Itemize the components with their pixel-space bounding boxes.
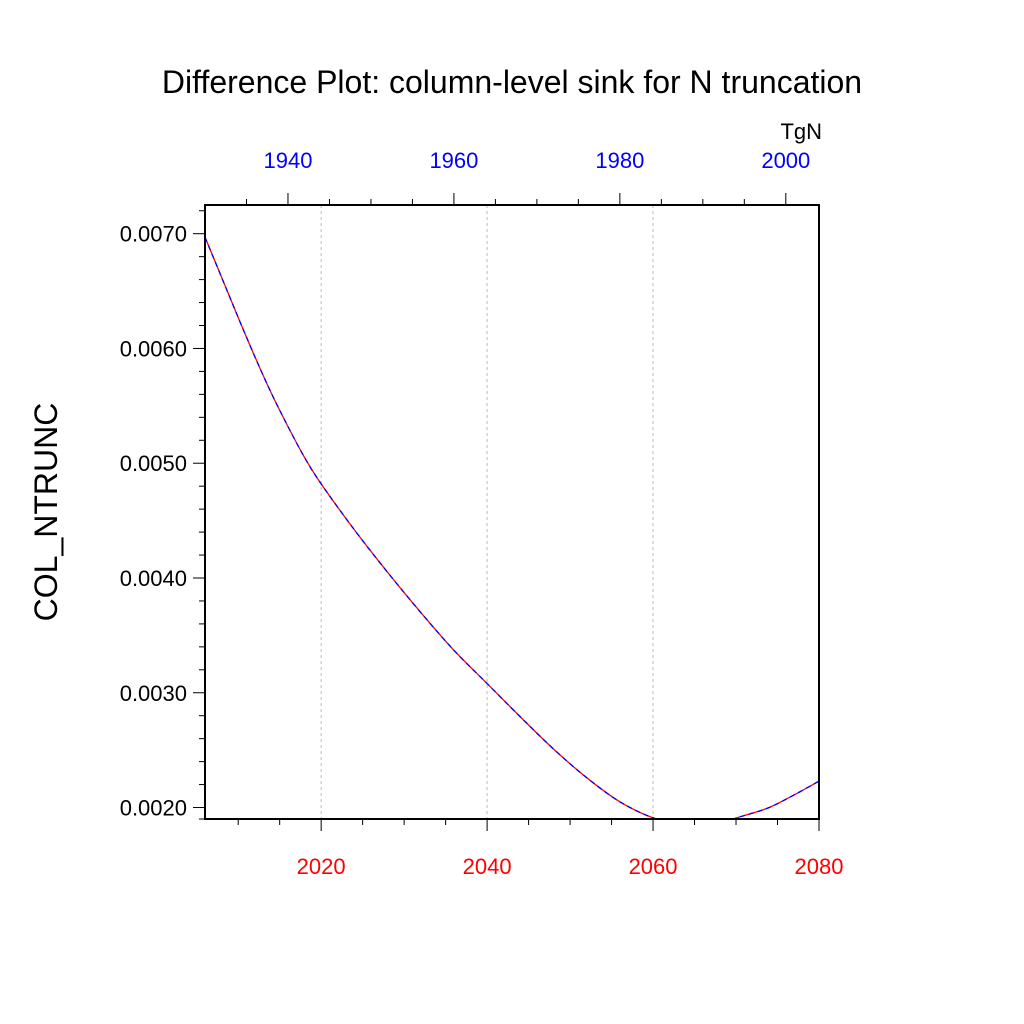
plot-frame bbox=[204, 204, 820, 820]
axis-ticks bbox=[193, 193, 820, 831]
tick-labels: 0.0020 0.0030 0.0040 0.0050 0.0060 0.0070 2020… bbox=[120, 148, 844, 879]
y-tick-label: 0.0060 bbox=[120, 336, 187, 361]
grid-lines bbox=[320, 205, 654, 819]
bottom-tick-label: 2020 bbox=[297, 854, 346, 879]
chart-title: Difference Plot: column-level sink for N… bbox=[162, 64, 862, 100]
y-tick-label: 0.0040 bbox=[120, 566, 187, 591]
bottom-tick-label: 2080 bbox=[795, 854, 844, 879]
top-tick-label: 1960 bbox=[429, 148, 478, 173]
series-line-top-axis bbox=[205, 236, 819, 819]
y-tick-label: 0.0030 bbox=[120, 681, 187, 706]
y-axis-label: COL_NTRUNC bbox=[28, 403, 64, 622]
y-tick-label: 0.0020 bbox=[120, 796, 187, 821]
units-label: TgN bbox=[780, 119, 822, 144]
y-tick-label: 0.0070 bbox=[120, 222, 187, 247]
bottom-tick-label: 2040 bbox=[463, 854, 512, 879]
top-tick-label: 1980 bbox=[595, 148, 644, 173]
bottom-tick-label: 2060 bbox=[629, 854, 678, 879]
top-tick-label: 1940 bbox=[263, 148, 312, 173]
series-layer bbox=[205, 236, 819, 819]
top-tick-label: 2000 bbox=[761, 148, 810, 173]
series-line-bottom-axis bbox=[205, 236, 819, 819]
y-tick-label: 0.0050 bbox=[120, 451, 187, 476]
